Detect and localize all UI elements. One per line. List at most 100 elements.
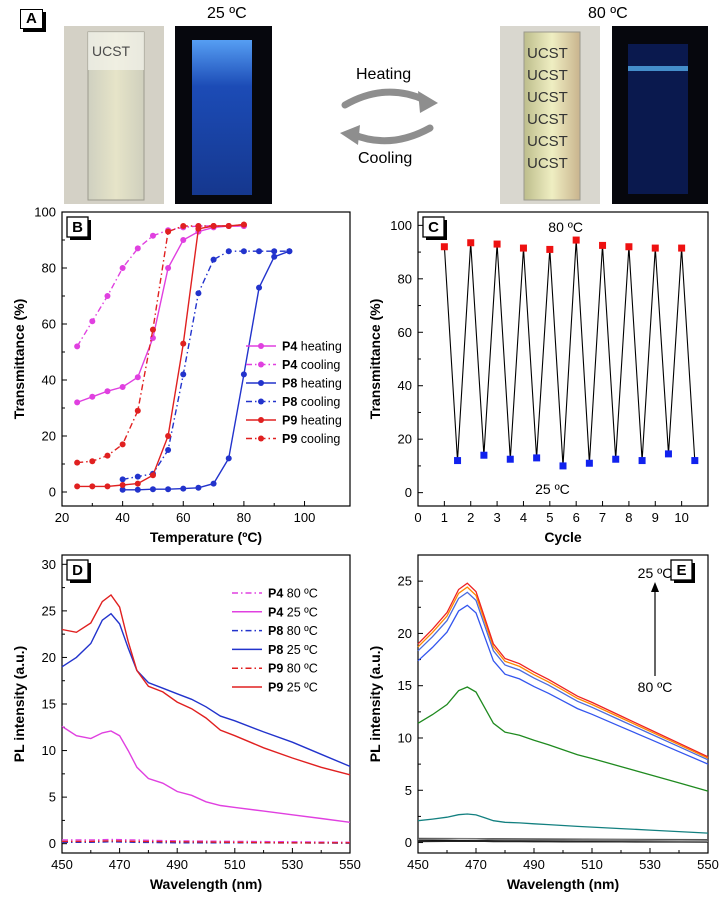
- plot-frame: [61, 211, 351, 507]
- series-p9-cooling-point: [119, 441, 126, 448]
- series-p9-heating-point: [74, 483, 81, 490]
- panel-C: 0 1 2 3 4 5 6 7 8 9 10020406080100CycleTransmittan…: [367, 211, 709, 545]
- x-tick-label: 60: [176, 510, 190, 525]
- spectrum-30C-line: [417, 586, 709, 759]
- x-tick-label: 6: [573, 510, 580, 525]
- y-tick-label: 15: [398, 678, 412, 693]
- y-tick-label: 30: [42, 557, 56, 572]
- legend-marker: [258, 417, 264, 423]
- series-p9-cooling-point: [225, 223, 232, 229]
- legend-entry: P9 heating: [282, 414, 342, 428]
- series-p4-heating-point: [89, 393, 96, 400]
- legend-entry: P4 25 ºC: [268, 605, 318, 619]
- series-p4-cooling-point: [104, 293, 111, 299]
- x-tick-label: 9: [652, 510, 659, 525]
- high-temp-point: [467, 239, 475, 247]
- series-p9-cooling-line: [77, 223, 244, 464]
- series-p9-cooling-point: [195, 223, 202, 229]
- x-tick-label: 470: [465, 857, 487, 872]
- panel-label-box: [66, 216, 89, 238]
- high-temp-point: [440, 243, 448, 251]
- panel-label: D: [72, 562, 83, 579]
- series-p8-heating-point: [195, 484, 202, 491]
- low-temp-point: [454, 457, 462, 465]
- legend-entry: P4 cooling: [282, 358, 340, 372]
- legend-entry: P4 80 ºC: [268, 587, 318, 601]
- right-temperature-label: 80 ºC: [588, 5, 628, 22]
- high-temp-point: [519, 244, 527, 252]
- series-p8-heating-point: [180, 485, 187, 492]
- y-axis-label: PL intensity (a.u.): [11, 646, 27, 762]
- x-tick-label: 80: [237, 510, 251, 525]
- series-p8-cooling-point: [195, 290, 202, 297]
- y-tick-label: 5: [405, 783, 412, 798]
- low-temp-point: [506, 455, 514, 463]
- legend-entry: P8 cooling: [282, 395, 340, 409]
- series-p4-25C-line: [61, 725, 351, 823]
- legend-entry: P8 25 ºC: [268, 643, 318, 657]
- series-p8-heating-point: [119, 486, 126, 493]
- panel-label-box: [670, 559, 693, 581]
- series-p9-cooling-point: [149, 326, 156, 333]
- y-tick-label: 60: [42, 317, 56, 332]
- low-temp-point: [638, 457, 646, 465]
- spectrum-50C-line: [417, 686, 709, 792]
- spectrum-25C-line: [417, 582, 709, 758]
- y-tick-label: 60: [398, 325, 412, 340]
- low-temp-point: [612, 455, 620, 463]
- series-p9-heating-point: [134, 480, 141, 487]
- series-p4-heating-point: [104, 388, 111, 395]
- cycle-trace-line: [443, 240, 696, 466]
- y-tick-label: 20: [398, 626, 412, 641]
- panel-label: E: [676, 562, 686, 579]
- y-tick-label: 0: [49, 485, 56, 500]
- x-tick-label: 510: [224, 857, 246, 872]
- legend-marker: [258, 361, 264, 368]
- panel-B: 20 40 60 80 100 0 20 40 60 80 100 Temperature (ºC) T…: [11, 205, 351, 545]
- series-p8-heating-point: [134, 486, 141, 493]
- series-p8-heating-point: [165, 486, 172, 493]
- vial-hot-text-3: UCST: [527, 111, 568, 128]
- series-p4-cooling-point: [89, 318, 96, 325]
- vial-uv-glow-bright: [192, 40, 252, 195]
- y-tick-label: 100: [34, 205, 56, 220]
- spectrum-60C-line: [417, 813, 709, 834]
- series-p8-cooling-point: [286, 248, 293, 255]
- vial-hot-text-2: UCST: [527, 89, 568, 106]
- y-tick-label: 100: [390, 218, 412, 233]
- legend-marker: [258, 380, 264, 386]
- x-tick-label: 0: [414, 510, 421, 525]
- x-tick-label: 450: [51, 857, 73, 872]
- legend-entry: P9 80 ºC: [268, 662, 318, 676]
- y-tick-label: 25: [398, 574, 412, 589]
- high-temp-point: [625, 243, 633, 251]
- series-p8-heating-point: [271, 253, 278, 260]
- x-tick-label: 1: [441, 510, 448, 525]
- series-p4-cooling-point: [134, 245, 141, 252]
- series-p9-25C-line: [61, 594, 351, 776]
- series-p9-heating-point: [149, 472, 156, 479]
- x-tick-label: 450: [407, 857, 429, 872]
- y-tick-label: 0: [49, 836, 56, 851]
- series-p8-cooling-point: [271, 248, 278, 255]
- series-p4-cooling-line: [76, 225, 244, 347]
- heating-arrow-head: [418, 91, 438, 113]
- x-tick-label: 530: [282, 857, 304, 872]
- spectrum-40C-line: [417, 604, 709, 765]
- spectrum-70C-line: [417, 838, 709, 842]
- series-p4-cooling-point: [74, 343, 81, 350]
- series-p9-heating-point: [104, 483, 111, 490]
- plot-frame: [417, 554, 709, 854]
- x-tick-label: 40: [115, 510, 129, 525]
- heating-label: Heating: [356, 66, 412, 83]
- series-p8-heating-point: [149, 486, 156, 493]
- series-p8-25C-line: [61, 612, 351, 768]
- panel-label-box: [422, 216, 445, 238]
- x-tick-label: 550: [697, 857, 719, 872]
- vial-hot-clear: [523, 31, 581, 201]
- x-tick-label: 20: [55, 510, 69, 525]
- series-p8-cooling-point: [119, 476, 126, 483]
- cooling-arrow-head: [340, 125, 360, 145]
- y-tick-label: 25: [42, 603, 56, 618]
- series-p8-heating-point: [256, 284, 263, 291]
